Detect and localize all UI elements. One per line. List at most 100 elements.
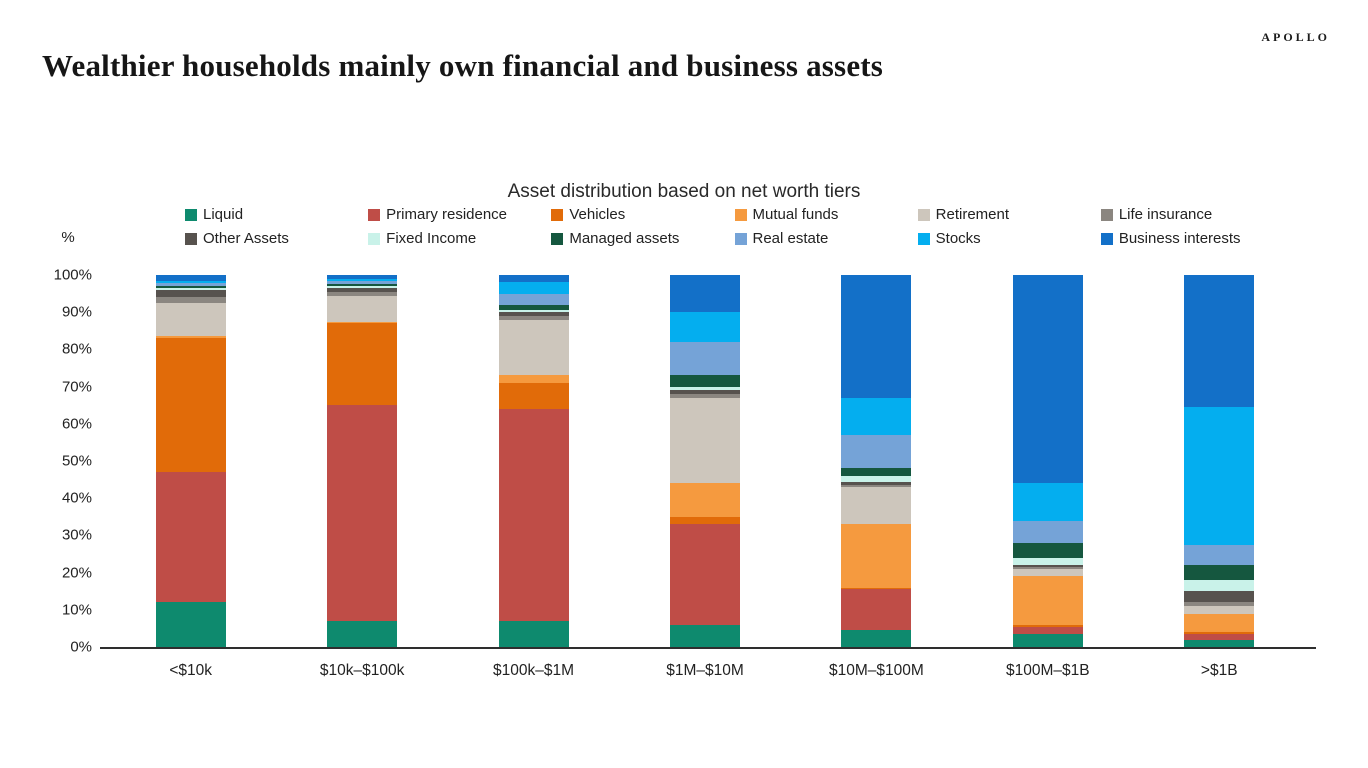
legend-label: Vehicles — [569, 206, 626, 223]
segment-real-estate — [1012, 520, 1083, 543]
legend-label: Other Assets — [203, 230, 289, 247]
legend-item-other-assets: Other Assets — [185, 230, 364, 247]
segment-vehicles — [841, 587, 912, 590]
x-axis-label-1b: >$1B — [1200, 662, 1238, 679]
segment-managed-assets — [841, 468, 912, 476]
y-axis-tick-label: 20% — [61, 564, 92, 582]
x-axis-label-10k: <$10k — [169, 662, 213, 679]
chart-legend: Liquid Primary residence Vehicles Mutual fu… — [185, 206, 1280, 247]
x-axis-label-10m-100m: $10M–$100M — [829, 662, 924, 679]
legend-item-vehicles: Vehicles — [551, 206, 730, 223]
legend-label: Retirement — [935, 206, 1010, 223]
segment-life-insurance — [327, 291, 398, 296]
segment-other-assets — [155, 289, 226, 298]
stacked-bar-1m-10m — [669, 275, 740, 647]
segment-fixed-income — [155, 288, 226, 290]
segment-liquid — [841, 630, 912, 647]
legend-item-real-estate: Real estate — [734, 230, 914, 247]
legend-item-primary-residence: Primary residence — [368, 206, 547, 223]
segment-liquid — [1184, 639, 1255, 647]
vehicles-swatch-icon — [551, 208, 564, 221]
legend-label: Business interests — [1118, 230, 1241, 247]
other-assets-swatch-icon — [185, 232, 197, 245]
segment-retirement — [1184, 606, 1255, 614]
legend-label: Real estate — [752, 230, 829, 247]
segment-other-assets — [327, 288, 398, 292]
x-axis-label-1m-10m: $1M–$10M — [666, 662, 744, 679]
segment-life-insurance — [1184, 602, 1255, 607]
managed-assets-swatch-icon — [551, 232, 564, 245]
segment-mutual-funds — [327, 321, 398, 324]
bar-cell-100k-1m — [448, 275, 619, 647]
segment-other-assets — [1012, 565, 1083, 568]
fixed-income-swatch-icon — [368, 232, 381, 245]
segment-real-estate — [1184, 544, 1255, 566]
segment-vehicles — [498, 382, 569, 409]
legend-item-mutual-funds: Mutual funds — [734, 206, 914, 223]
stacked-bar-100m-1b — [1012, 275, 1083, 647]
segment-mutual-funds — [1184, 613, 1255, 633]
segment-business-interests — [841, 275, 912, 398]
y-axis-tick-label: 0% — [70, 638, 92, 656]
business-interests-swatch-icon — [1100, 232, 1113, 245]
segment-primary-residence — [1012, 626, 1083, 634]
segment-liquid — [498, 620, 569, 647]
mutual-funds-swatch-icon — [734, 208, 747, 221]
segment-fixed-income — [1012, 557, 1083, 566]
x-axis: <$10k $10k–$100k $100k–$1M $1M–$10M $10M–$10… — [105, 662, 1305, 680]
stacked-bar-1b — [1184, 275, 1255, 647]
segment-other-assets — [841, 481, 912, 486]
x-axis-label-100k-1m: $100k–$1M — [493, 662, 575, 679]
bar-cell-100m-1b — [962, 275, 1133, 647]
segment-other-assets — [1184, 591, 1255, 603]
segment-primary-residence — [1184, 633, 1255, 640]
segment-vehicles — [155, 338, 226, 473]
segment-business-interests — [669, 275, 740, 313]
legend-item-managed-assets: Managed assets — [551, 230, 730, 247]
segment-fixed-income — [498, 310, 569, 313]
segment-fixed-income — [841, 475, 912, 482]
bar-cell-1m-10m — [619, 275, 790, 647]
segment-primary-residence — [669, 524, 740, 625]
life-insurance-swatch-icon — [1100, 208, 1113, 221]
legend-label: Liquid — [203, 206, 244, 223]
stacked-bar-100k-1m — [498, 275, 569, 647]
segment-retirement — [669, 397, 740, 484]
segment-liquid — [155, 602, 226, 647]
bar-cell-10k — [105, 275, 276, 647]
y-axis-tick-label: 40% — [61, 489, 92, 507]
segment-other-assets — [498, 312, 569, 316]
segment-liquid — [669, 624, 740, 647]
segment-vehicles — [1012, 624, 1083, 627]
legend-item-business-interests: Business interests — [1100, 230, 1280, 247]
segment-life-insurance — [669, 394, 740, 398]
segment-primary-residence — [841, 589, 912, 631]
legend-label: Primary residence — [386, 206, 508, 223]
primary-residence-swatch-icon — [368, 208, 381, 221]
stocks-swatch-icon — [917, 232, 930, 245]
segment-mutual-funds — [155, 336, 226, 339]
segment-retirement — [327, 295, 398, 322]
legend-item-liquid: Liquid — [185, 206, 364, 223]
retirement-swatch-icon — [917, 208, 930, 221]
real-estate-swatch-icon — [734, 232, 747, 245]
segment-retirement — [1012, 568, 1083, 577]
segment-mutual-funds — [669, 483, 740, 517]
bar-cell-1b — [1134, 275, 1305, 647]
segment-managed-assets — [1012, 542, 1083, 558]
segment-fixed-income — [669, 386, 740, 391]
apollo-logo: APOLLO — [1261, 30, 1330, 44]
x-axis-label-10k-100k: $10k–$100k — [319, 662, 405, 679]
chart-title: Asset distribution based on net worth ti… — [507, 181, 861, 202]
y-axis-tick-label: 70% — [61, 378, 92, 396]
segment-stocks — [498, 282, 569, 294]
segment-life-insurance — [155, 297, 226, 303]
segment-real-estate — [669, 342, 740, 376]
segment-real-estate — [155, 282, 226, 287]
segment-life-insurance — [841, 485, 912, 488]
segment-life-insurance — [498, 315, 569, 320]
segment-liquid — [1012, 633, 1083, 647]
page-title: Wealthier households mainly own financia… — [42, 48, 884, 83]
legend-item-fixed-income: Fixed Income — [368, 230, 547, 247]
